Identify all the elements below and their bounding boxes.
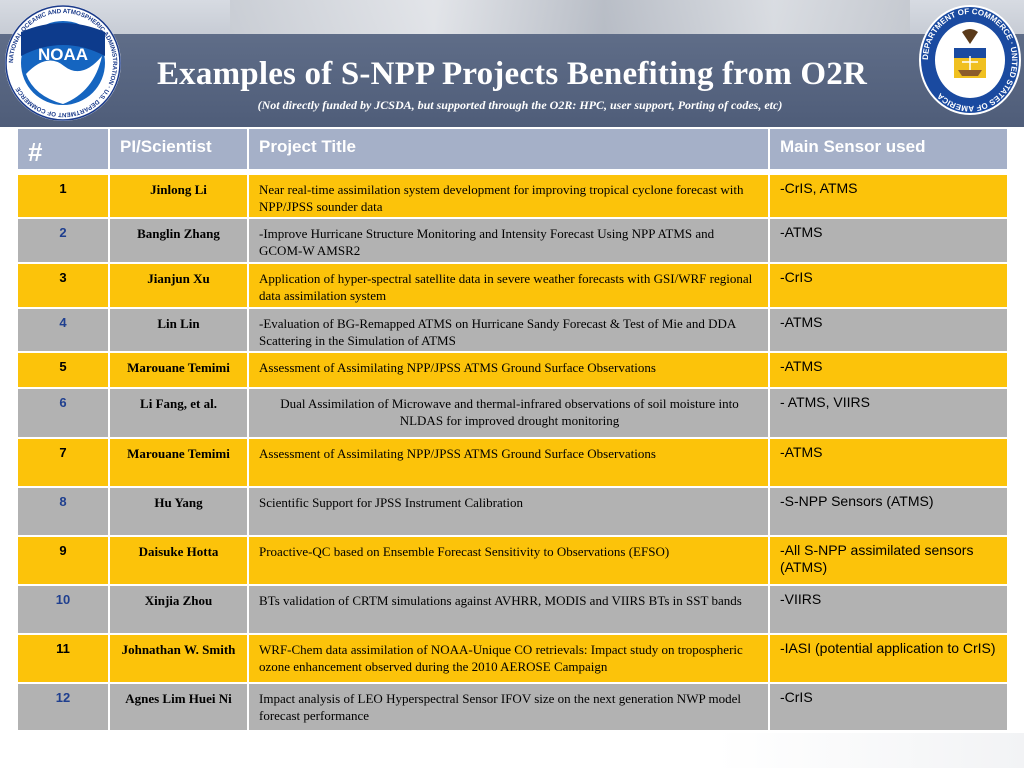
row-pi: Jinlong Li (150, 182, 207, 197)
page-title: Examples of S-NPP Projects Benefiting fr… (156, 56, 868, 92)
table-row: 1 Jinlong Li Near real-time assimilation… (16, 173, 1009, 219)
table-row: 2 Banglin Zhang -Improve Hurricane Struc… (16, 217, 1009, 264)
table-row: 8 Hu Yang Scientific Support for JPSS In… (16, 486, 1009, 537)
header-project-title: Project Title (247, 127, 770, 171)
row-project-title: Application of hyper-spectral satellite … (259, 271, 753, 303)
row-number: 10 (55, 592, 71, 607)
row-number: 8 (59, 494, 67, 509)
table-row: 9 Daisuke Hotta Proactive-QC based on En… (16, 535, 1009, 586)
row-project-title: Impact analysis of LEO Hyperspectral Sen… (259, 691, 741, 723)
table-header-row: # PI/Scientist Project Title Main Sensor… (16, 127, 1009, 171)
noaa-logo-text: NOAA (38, 45, 88, 64)
header-pi-scientist: PI/Scientist (108, 127, 249, 171)
table-row: 3 Jianjun Xu Application of hyper-spectr… (16, 262, 1009, 309)
row-project-title: Assessment of Assimilating NPP/JPSS ATMS… (259, 360, 656, 375)
row-sensor: -All S-NPP assimilated sensors (ATMS) (780, 542, 974, 575)
table-row: 4 Lin Lin -Evaluation of BG-Remapped ATM… (16, 307, 1009, 353)
row-pi: Xinjia Zhou (144, 593, 213, 608)
row-project-title: -Evaluation of BG-Remapped ATMS on Hurri… (259, 316, 736, 348)
row-project-title: Near real-time assimilation system devel… (259, 182, 744, 214)
row-number: 9 (59, 543, 67, 558)
row-sensor: -CrIS (780, 269, 813, 285)
row-number: 3 (59, 270, 67, 285)
row-sensor: -ATMS (780, 314, 823, 330)
row-project-title: WRF-Chem data assimilation of NOAA-Uniqu… (259, 642, 743, 674)
department-of-commerce-seal: DEPARTMENT OF COMMERCE · UNITED STATES O… (919, 5, 1021, 115)
row-sensor: -ATMS (780, 358, 823, 374)
table-row: 11 Johnathan W. Smith WRF-Chem data assi… (16, 633, 1009, 684)
row-sensor: -S-NPP Sensors (ATMS) (780, 493, 934, 509)
row-pi: Jianjun Xu (147, 271, 210, 286)
table-row: 10 Xinjia Zhou BTs validation of CRTM si… (16, 584, 1009, 635)
header-photo-strip (230, 0, 910, 34)
row-pi: Banglin Zhang (137, 226, 220, 241)
noaa-logo: NOAA NATIONAL OCEANIC AND ATMOSPHERIC AD… (5, 5, 121, 121)
row-pi: Agnes Lim Huei Ni (125, 691, 232, 706)
row-pi: Daisuke Hotta (138, 544, 219, 559)
row-pi: Lin Lin (157, 316, 200, 331)
slide-header (0, 0, 1024, 127)
table-row: 12 Agnes Lim Huei Ni Impact analysis of … (16, 682, 1009, 732)
row-number: 7 (59, 445, 67, 460)
slide-footer-band (0, 733, 1024, 768)
row-number: 5 (59, 359, 67, 374)
row-project-title: -Improve Hurricane Structure Monitoring … (259, 226, 715, 258)
row-number: 1 (59, 181, 67, 196)
table-row: 5 Marouane Temimi Assessment of Assimila… (16, 351, 1009, 389)
row-pi: Hu Yang (154, 495, 203, 510)
header-number: # (16, 127, 110, 171)
projects-table: # PI/Scientist Project Title Main Sensor… (16, 127, 1009, 732)
page-subtitle: (Not directly funded by JCSDA, but suppo… (257, 98, 783, 112)
row-project-title: Scientific Support for JPSS Instrument C… (259, 495, 523, 510)
row-number: 2 (59, 225, 67, 240)
row-sensor: -ATMS (780, 224, 823, 240)
row-sensor: -CrIS, ATMS (780, 180, 858, 196)
row-sensor: -VIIRS (780, 591, 822, 607)
row-number: 11 (56, 641, 70, 656)
row-pi: Johnathan W. Smith (121, 642, 236, 657)
row-number: 4 (59, 315, 67, 330)
row-sensor: -IASI (potential application to CrIS) (780, 640, 996, 656)
row-number: 6 (59, 395, 67, 410)
table-row: 7 Marouane Temimi Assessment of Assimila… (16, 437, 1009, 488)
row-project-title: Proactive-QC based on Ensemble Forecast … (259, 544, 670, 559)
row-sensor: -CrIS (780, 689, 813, 705)
row-pi: Li Fang, et al. (140, 396, 217, 411)
row-project-title: BTs validation of CRTM simulations again… (259, 593, 742, 608)
row-sensor: -ATMS (780, 444, 823, 460)
table-row: 6 Li Fang, et al. Dual Assimilation of M… (16, 387, 1009, 439)
row-pi: Marouane Temimi (127, 446, 230, 461)
row-project-title: Assessment of Assimilating NPP/JPSS ATMS… (259, 446, 656, 461)
row-number: 12 (55, 690, 71, 705)
header-main-sensor: Main Sensor used (768, 127, 1009, 171)
row-project-title: Dual Assimilation of Microwave and therm… (280, 396, 739, 428)
row-pi: Marouane Temimi (127, 360, 230, 375)
row-sensor: - ATMS, VIIRS (780, 394, 870, 410)
